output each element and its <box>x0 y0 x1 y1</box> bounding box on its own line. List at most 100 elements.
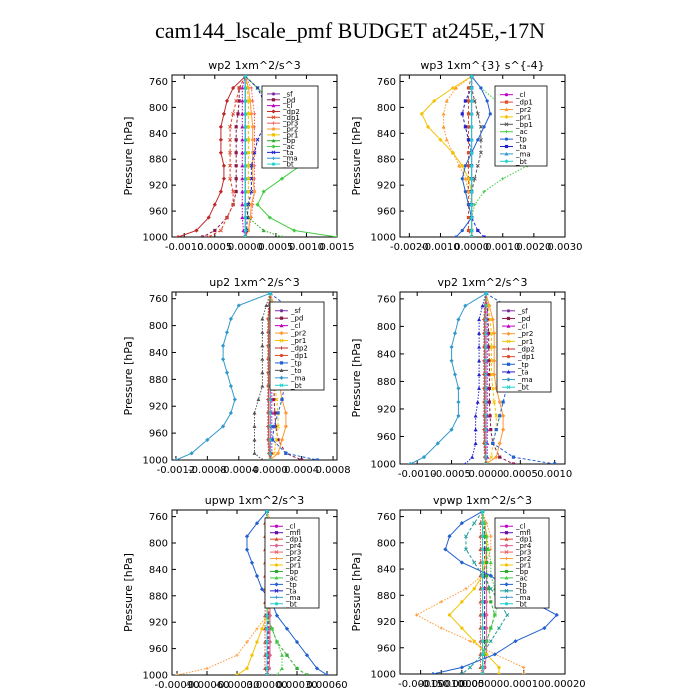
data-point-pd <box>234 190 238 194</box>
legend-marker-pr2 <box>506 331 511 336</box>
legend-label-bp: _bp <box>282 137 296 145</box>
data-point-dp1 <box>466 125 471 129</box>
data-point-pd <box>213 228 217 233</box>
data-point-bt <box>484 441 488 446</box>
legend-marker-bp <box>504 569 509 574</box>
data-point-dp1 <box>228 137 232 142</box>
data-point-pr2 <box>439 600 443 604</box>
data-point-ma <box>236 303 241 308</box>
data-point-bt <box>484 462 488 464</box>
series-line-pr2 <box>176 511 280 675</box>
x-tick-label: 0.00060 <box>306 680 347 691</box>
legend-marker-dp1 <box>271 115 276 120</box>
legend-marker-tp <box>504 137 509 141</box>
data-point-pr2 <box>251 138 255 142</box>
data-point-pr2 <box>444 137 449 142</box>
data-point-pr2 <box>444 98 449 103</box>
y-tick-label: 800 <box>149 539 168 550</box>
data-point-pr1 <box>489 331 494 336</box>
data-point-bt <box>243 138 247 142</box>
series-line-bp <box>244 76 283 237</box>
legend-marker-ma <box>274 595 279 599</box>
data-point-cl <box>240 176 245 181</box>
data-point-dp2 <box>194 228 199 233</box>
legend-label-dp1: _dp1 <box>290 352 308 360</box>
legend-label-pr2: _pr2 <box>290 330 306 338</box>
data-point-bp <box>482 534 487 538</box>
series-line-pr3 <box>244 76 255 237</box>
data-point-bt <box>480 613 485 617</box>
data-point-ma <box>232 397 237 402</box>
legend-marker-ma <box>506 377 511 382</box>
legend: _cl_mfl_dp1_pr4_pr3_pr2_pr1_bp_ac_tp_ta_… <box>264 517 320 609</box>
data-point-pr1 <box>274 397 279 402</box>
legend-marker-ac <box>271 144 276 149</box>
x-tick-label: 0.0008 <box>316 465 351 476</box>
data-point-cl <box>240 150 245 155</box>
legend-marker-pr3 <box>504 550 509 554</box>
data-point-pr1 <box>438 137 443 142</box>
x-tick-label: -0.0004 <box>219 465 258 476</box>
data-point-tp <box>459 521 464 526</box>
data-point-bt <box>469 85 474 91</box>
data-point-bt <box>243 164 247 168</box>
x-tick-label: -0.00015 <box>398 679 443 690</box>
data-point-ac <box>484 639 489 643</box>
legend-label-tp: _tp <box>290 359 302 367</box>
y-tick-label: 800 <box>377 322 396 333</box>
data-point-tp <box>488 573 493 578</box>
legend-marker-pr3 <box>274 550 279 554</box>
legend-label-pr3: _pr3 <box>282 120 298 128</box>
data-point-dp1 <box>225 215 229 220</box>
series-line-dp1 <box>479 511 483 674</box>
data-point-bp1 <box>479 124 483 129</box>
legend-label-pr2: _pr2 <box>517 330 533 338</box>
data-point-ac <box>275 673 279 675</box>
data-point-to <box>252 437 257 442</box>
data-point-dp1 <box>228 150 232 155</box>
series-line-pr1 <box>448 511 500 674</box>
y-axis-label: Pressure [hPa] <box>122 117 135 196</box>
plot-frame <box>171 509 338 676</box>
data-point-pr1 <box>246 125 250 129</box>
data-point-bp1 <box>479 150 483 155</box>
legend-marker-bt <box>504 159 509 164</box>
data-point-tb <box>464 547 468 552</box>
legend-label-pr1: _pr1 <box>515 562 531 570</box>
data-point-tp <box>314 666 320 671</box>
data-point-bt <box>469 111 474 116</box>
data-point-dp2 <box>212 202 217 207</box>
chart-panel-1: wp2 1xm^2/s^3 Pressure [hPa] 760 800 840 880 9… <box>122 59 355 253</box>
data-point-to <box>260 330 265 334</box>
data-point-ta <box>477 372 482 377</box>
data-point-pr1 <box>246 99 250 103</box>
legend-label-pr2: _pr2 <box>515 106 531 114</box>
data-point-dp2 <box>221 163 227 168</box>
data-point-pr2 <box>249 203 254 207</box>
data-point-bt <box>484 317 488 322</box>
data-point-bt <box>243 235 247 237</box>
data-point-tb <box>472 560 477 565</box>
data-point-pr2 <box>464 587 468 591</box>
data-point-tp <box>280 397 284 402</box>
legend: _cl_dp1_pr2_pr1_bp1_ac_tp_ta_ma_bt <box>494 85 548 167</box>
series-line-cl <box>485 293 488 464</box>
y-tick-label: 840 <box>149 565 168 576</box>
data-point-tp <box>276 411 280 415</box>
data-point-tp <box>459 560 464 565</box>
series-line-pd <box>485 293 514 464</box>
data-point-bt <box>469 150 474 155</box>
legend-label-bt: _bt <box>290 382 302 390</box>
series-line-ta <box>464 293 487 464</box>
data-point-pr1 <box>488 317 492 322</box>
data-point-ta <box>255 137 260 142</box>
legend-label-ac: _ac <box>515 128 528 136</box>
legend-label-cl: _cl <box>517 323 527 331</box>
x-tick-label: 0.0000 <box>454 242 489 253</box>
data-point-ta <box>477 345 482 349</box>
series-line-to <box>254 293 271 460</box>
legend-marker-cl <box>271 103 276 108</box>
data-point-pr2 <box>492 331 497 336</box>
data-point-pr1 <box>246 138 250 142</box>
data-point-tp <box>476 138 480 142</box>
